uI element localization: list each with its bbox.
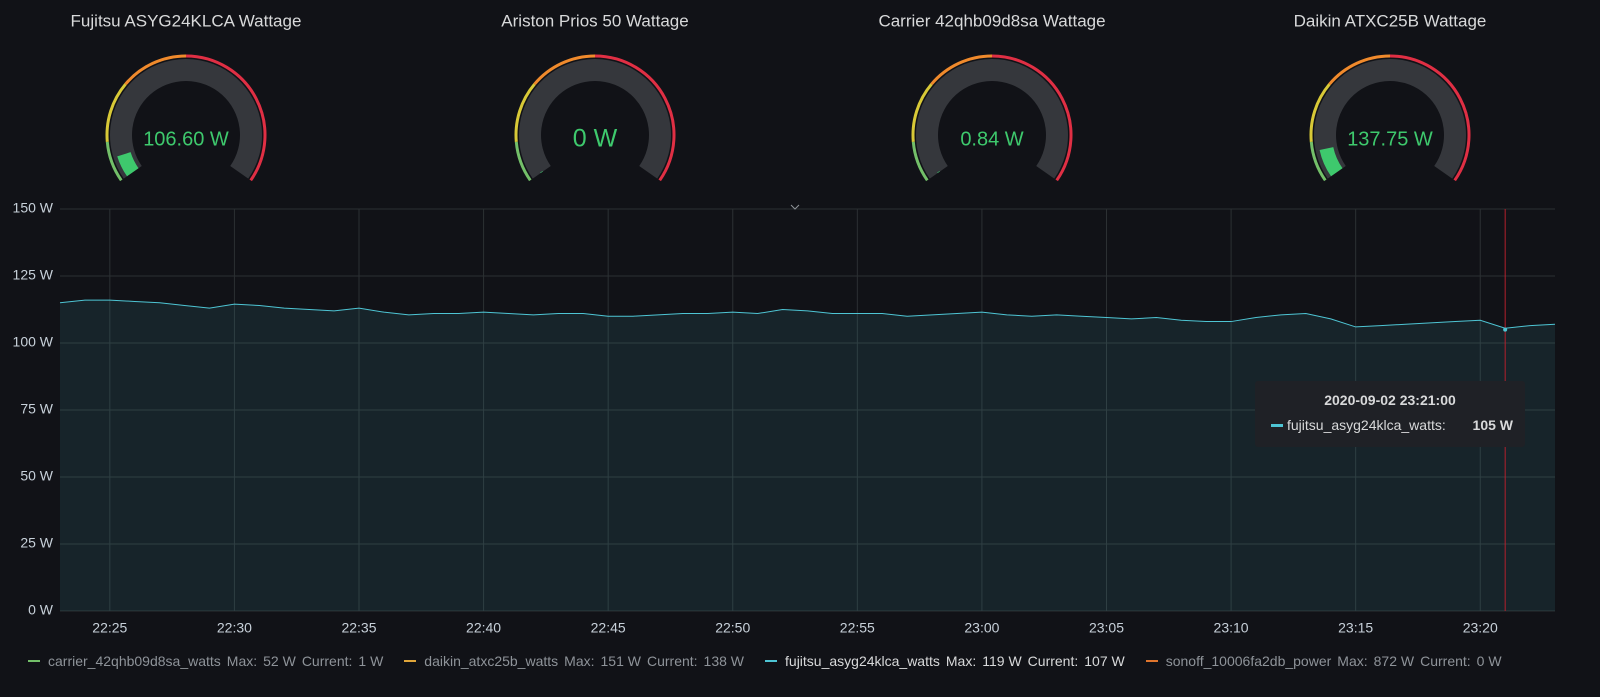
legend-name: carrier_42qhb09d8sa_watts bbox=[48, 653, 221, 669]
gauge-track bbox=[110, 59, 262, 179]
legend-current: 0 W bbox=[1476, 653, 1502, 669]
legend-item[interactable]: sonoff_10006fa2db_power Max: 872 W Current:… bbox=[1145, 653, 1508, 669]
y-tick-label: 0 W bbox=[28, 602, 54, 618]
gauge-threshold bbox=[514, 141, 532, 182]
y-tick-label: 75 W bbox=[20, 401, 53, 417]
legend-current: 1 W bbox=[358, 653, 384, 669]
legend-current: 138 W bbox=[703, 653, 745, 669]
series-area bbox=[60, 300, 1555, 611]
series-line bbox=[59, 299, 1556, 329]
legend-name: fujitsu_asyg24klca_watts bbox=[785, 653, 940, 669]
gauge-value: 137.75 W bbox=[1347, 128, 1433, 150]
gauge-threshold bbox=[930, 54, 993, 86]
legend-name: daikin_atxc25b_watts bbox=[424, 653, 559, 669]
x-tick-label: 23:05 bbox=[1089, 620, 1124, 636]
gauge-threshold bbox=[1309, 141, 1327, 182]
gauge-fill bbox=[1319, 146, 1343, 177]
legend: carrier_42qhb09d8sa_watts Max: 52 W Current… bbox=[28, 650, 1523, 672]
gauge-threshold bbox=[1389, 54, 1471, 182]
y-tick-label: 50 W bbox=[20, 468, 53, 484]
tooltip-row: fujitsu_asyg24klca_watts: 105 W bbox=[1271, 417, 1513, 433]
tooltip-value: 105 W bbox=[1472, 417, 1513, 433]
gauge-threshold bbox=[105, 141, 123, 182]
gauge-threshold bbox=[1328, 54, 1391, 86]
gauge-title: Ariston Prios 50 Wattage bbox=[501, 11, 688, 30]
x-tick-label: 23:15 bbox=[1338, 620, 1373, 636]
legend-stat-label: Max: bbox=[1337, 653, 1368, 669]
legend-stat-label: Current: bbox=[1027, 653, 1079, 669]
gauge-threshold bbox=[1309, 83, 1331, 143]
gauge-title: Daikin ATXC25B Wattage bbox=[1294, 11, 1487, 30]
tooltip-series: fujitsu_asyg24klca_watts: bbox=[1287, 417, 1446, 433]
x-tick-label: 23:00 bbox=[964, 620, 999, 636]
tooltip-time: 2020-09-02 23:21:00 bbox=[1324, 392, 1456, 408]
gauge-threshold bbox=[594, 54, 676, 182]
y-tick-label: 125 W bbox=[13, 267, 54, 283]
legend-max: 52 W bbox=[263, 653, 296, 669]
gauge-threshold bbox=[991, 54, 1073, 182]
legend-swatch bbox=[765, 660, 778, 662]
legend-stat-label: Current: bbox=[1420, 653, 1471, 669]
gauge-threshold bbox=[124, 54, 187, 86]
collapse-chevron bbox=[790, 204, 800, 210]
legend-swatch bbox=[1145, 660, 1158, 662]
x-tick-label: 23:20 bbox=[1463, 620, 1498, 636]
gauge-threshold bbox=[911, 141, 929, 182]
legend-stat-label: Max: bbox=[226, 653, 258, 669]
x-tick-label: 22:35 bbox=[341, 620, 376, 636]
x-tick-label: 22:45 bbox=[591, 620, 626, 636]
x-tick-label: 22:25 bbox=[92, 620, 127, 636]
legend-stat-label: Max: bbox=[564, 653, 595, 669]
y-tick-label: 25 W bbox=[20, 535, 53, 551]
gauge-value: 106.60 W bbox=[143, 128, 229, 150]
legend-item[interactable]: carrier_42qhb09d8sa_watts Max: 52 W Current… bbox=[28, 653, 389, 669]
gauge-title: Carrier 42qhb09d8sa Wattage bbox=[878, 11, 1105, 30]
gauge-track bbox=[1314, 59, 1466, 179]
legend-name: sonoff_10006fa2db_power bbox=[1165, 653, 1332, 669]
x-tick-label: 22:50 bbox=[715, 620, 750, 636]
legend-item[interactable]: daikin_atxc25b_watts Max: 151 W Current: 138… bbox=[404, 653, 750, 669]
y-tick-label: 100 W bbox=[13, 334, 54, 350]
legend-stat-label: Current: bbox=[646, 653, 698, 669]
tooltip-swatch bbox=[1271, 423, 1283, 427]
legend-stat-label: Current: bbox=[301, 653, 353, 669]
legend-item[interactable]: fujitsu_asyg24klca_watts Max: 119 W Current… bbox=[765, 653, 1131, 669]
gauge-threshold bbox=[185, 54, 267, 182]
legend-max: 151 W bbox=[600, 653, 641, 669]
gauge-title: Fujitsu ASYG24KLCA Wattage bbox=[71, 11, 302, 30]
legend-max: 872 W bbox=[1373, 653, 1415, 669]
x-tick-label: 22:30 bbox=[217, 620, 252, 636]
gauge-track bbox=[519, 59, 671, 179]
gauge-threshold bbox=[514, 83, 536, 143]
legend-swatch bbox=[28, 660, 40, 662]
gauge-fill bbox=[117, 151, 139, 177]
gauge-value: 0 W bbox=[573, 125, 618, 153]
gauge-threshold bbox=[533, 54, 596, 86]
gauge-value: 0.84 W bbox=[960, 128, 1023, 150]
tooltip: 2020-09-02 23:21:00 fujitsu_asyg24klca_w… bbox=[1255, 381, 1525, 447]
legend-swatch bbox=[404, 660, 417, 662]
gauge-threshold bbox=[911, 83, 933, 143]
x-tick-label: 22:55 bbox=[840, 620, 875, 636]
tooltip-point bbox=[1503, 327, 1508, 332]
x-tick-label: 23:10 bbox=[1214, 620, 1249, 636]
legend-max: 119 W bbox=[982, 653, 1022, 669]
y-tick-label: 150 W bbox=[13, 200, 54, 216]
gauge-threshold bbox=[105, 83, 127, 143]
legend-current: 107 W bbox=[1084, 653, 1125, 669]
x-tick-label: 22:40 bbox=[466, 620, 501, 636]
gauge-track bbox=[916, 59, 1068, 179]
legend-stat-label: Max: bbox=[945, 653, 977, 669]
